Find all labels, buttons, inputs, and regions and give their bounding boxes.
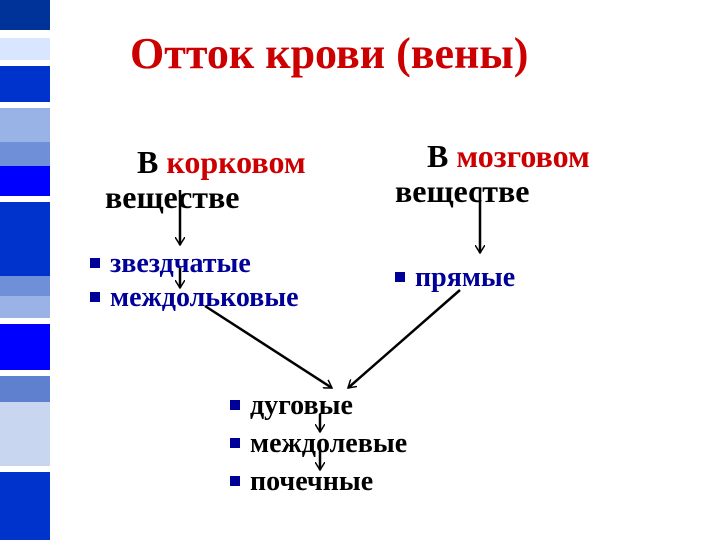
sidebar-segment <box>0 202 50 276</box>
bullet-common: дуговые <box>230 390 353 422</box>
sidebar-segment <box>0 66 50 102</box>
sidebar-segment <box>0 166 50 196</box>
bullet-text: прямые <box>415 262 515 293</box>
sidebar-segment <box>0 376 50 402</box>
bullet-marker-icon <box>395 272 405 282</box>
bullet-common: междолевые <box>230 428 407 460</box>
bullet-common: почечные <box>230 466 373 498</box>
sidebar-segment <box>0 472 50 540</box>
slide-title: Отток крови (вены) <box>130 28 528 79</box>
branch-cortical-heading: В корковом веществе <box>105 110 306 251</box>
branch-medullary-heading: В мозговом веществе <box>395 104 590 245</box>
bullet-marker-icon <box>230 476 240 486</box>
arrow <box>348 290 460 388</box>
slide: Отток крови (вены) В корковом веществе В… <box>0 0 720 540</box>
sidebar-segment <box>0 276 50 296</box>
bullet-cortical: междольковые <box>90 282 299 314</box>
bullet-marker-icon <box>90 258 100 268</box>
sidebar-segment <box>0 402 50 466</box>
branch-left-suffix: веществе <box>105 179 240 215</box>
branch-right-emph: мозговом <box>456 138 589 174</box>
branch-right-suffix: веществе <box>395 173 530 209</box>
sidebar-segment <box>0 324 50 370</box>
decorative-sidebar <box>0 0 50 540</box>
bullet-text: междолевые <box>250 428 407 459</box>
bullet-text: междольковые <box>110 282 299 313</box>
arrow <box>205 306 332 388</box>
branch-left-emph: корковом <box>166 144 305 180</box>
sidebar-segment <box>0 108 50 142</box>
bullet-marker-icon <box>230 438 240 448</box>
bullet-cortical: звездчатые <box>90 248 251 280</box>
sidebar-segment <box>0 30 50 38</box>
bullet-text: почечные <box>250 466 373 497</box>
branch-right-prefix: В <box>427 138 456 174</box>
branch-left-prefix: В <box>137 144 166 180</box>
bullet-medullary: прямые <box>395 262 515 294</box>
sidebar-segment <box>0 0 50 30</box>
sidebar-segment <box>0 38 50 60</box>
bullet-marker-icon <box>230 400 240 410</box>
bullet-marker-icon <box>90 292 100 302</box>
sidebar-segment <box>0 142 50 166</box>
sidebar-segment <box>0 296 50 318</box>
bullet-text: дуговые <box>250 390 353 421</box>
bullet-text: звездчатые <box>110 248 251 279</box>
